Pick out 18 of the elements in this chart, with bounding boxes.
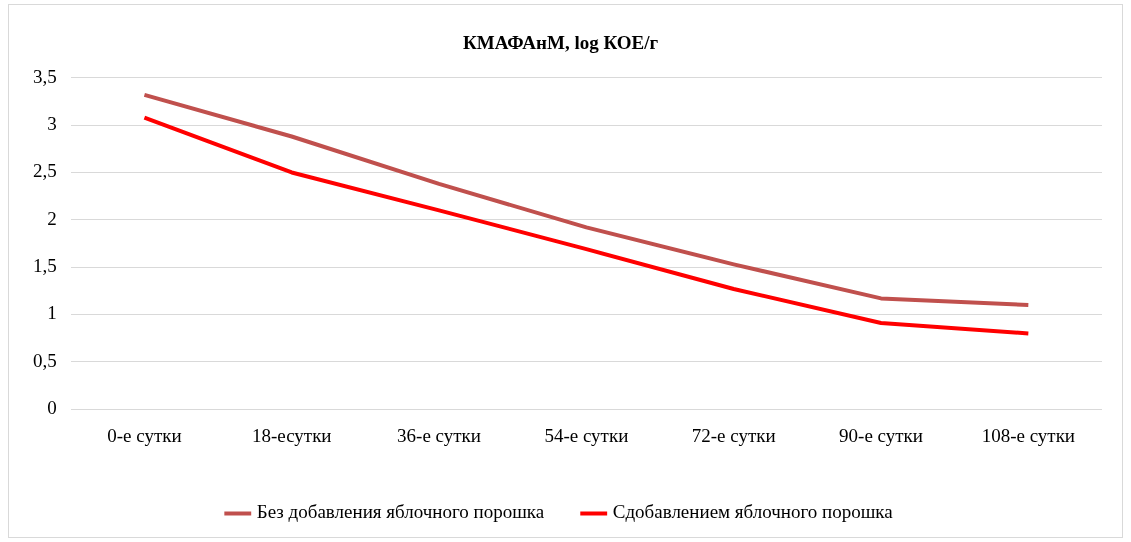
y-tick-label: 3 <box>47 113 57 135</box>
y-tick-label: 2 <box>47 207 57 229</box>
y-tick-label: 0 <box>47 397 57 419</box>
x-tick-label: 90-е сутки <box>839 424 923 446</box>
x-tick-label: 72-е сутки <box>691 424 776 446</box>
y-tick-label: 1,5 <box>33 255 57 277</box>
x-tick-label: 108-е сутки <box>981 424 1076 446</box>
y-tick-label: 2,5 <box>33 160 57 182</box>
x-tick-label: 36-е сутки <box>397 424 482 446</box>
y-tick-label: 3,5 <box>33 65 57 87</box>
x-tick-label: 54-е сутки <box>544 424 629 446</box>
y-tick-label: 0,5 <box>33 349 57 371</box>
chart-title: КМАФАнМ, log КОЕ/г <box>462 32 659 54</box>
legend-label: Без добавления яблочного порошка <box>256 501 545 523</box>
legend-label: Сдобавлением яблочного порошка <box>612 501 894 523</box>
x-tick-label: 0-е сутки <box>107 424 182 446</box>
y-tick-label: 1 <box>47 302 57 324</box>
x-tick-label: 18-есутки <box>251 424 332 446</box>
